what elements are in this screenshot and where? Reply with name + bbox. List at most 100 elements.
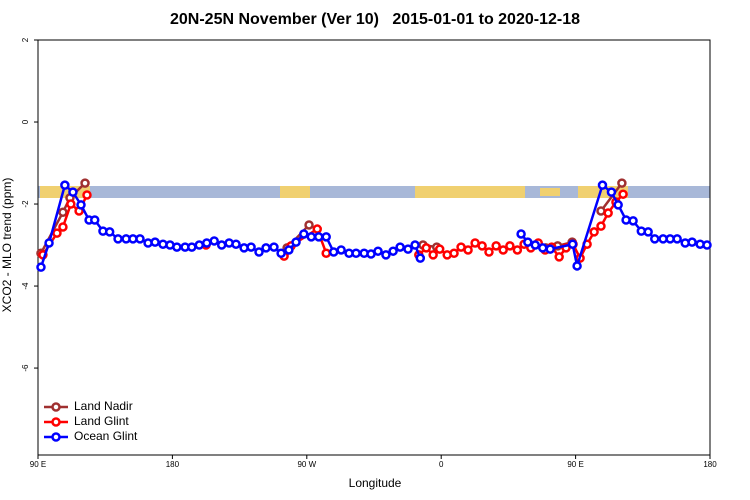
data-point xyxy=(537,243,548,253)
data-point xyxy=(373,246,383,256)
data-point xyxy=(351,248,361,258)
data-point xyxy=(36,262,46,272)
data-point xyxy=(284,245,294,255)
data-point xyxy=(336,245,346,255)
data-point xyxy=(449,248,459,258)
data-point xyxy=(545,244,555,254)
data-point xyxy=(304,220,314,230)
data-point xyxy=(194,240,205,250)
data-point xyxy=(498,245,508,255)
data-point xyxy=(672,234,682,244)
data-point xyxy=(505,241,515,251)
data-point xyxy=(209,236,219,246)
data-point xyxy=(484,247,494,257)
data-point xyxy=(477,241,487,251)
data-point xyxy=(589,227,599,237)
y-tick-label: -4 xyxy=(21,282,30,290)
data-point xyxy=(313,232,324,242)
data-point xyxy=(434,244,445,254)
data-point xyxy=(606,187,617,197)
data-point xyxy=(567,239,578,249)
data-point xyxy=(603,208,613,218)
data-point xyxy=(597,180,608,190)
x-tick-label: 90 E xyxy=(30,460,46,469)
data-point xyxy=(321,248,331,258)
data-point xyxy=(617,178,627,188)
data-point xyxy=(60,180,70,190)
data-point xyxy=(66,199,76,209)
data-point xyxy=(261,243,271,253)
data-point xyxy=(187,242,197,252)
data-point xyxy=(613,200,623,210)
data-point xyxy=(58,222,68,232)
data-point xyxy=(231,239,241,249)
data-point xyxy=(216,240,227,250)
x-tick-label: 90 W xyxy=(297,460,316,469)
data-point xyxy=(172,242,182,252)
data-point xyxy=(254,247,264,257)
y-tick-label: -6 xyxy=(21,364,30,372)
data-point xyxy=(395,242,405,252)
data-point xyxy=(201,238,212,248)
x-tick-label: 90 E xyxy=(567,460,583,469)
data-point xyxy=(150,237,160,247)
data-point xyxy=(530,240,541,250)
data-point xyxy=(628,216,638,226)
data-point xyxy=(410,240,420,250)
legend-label: Land Nadir xyxy=(74,399,133,413)
x-axis-label: Longitude xyxy=(349,476,402,490)
data-point xyxy=(68,187,78,197)
data-point xyxy=(104,227,115,237)
y-tick-label: 2 xyxy=(21,37,30,42)
legend-marker xyxy=(51,417,61,427)
data-point xyxy=(113,234,123,244)
chart-title: 20N-25N November (Ver 10) 2015-01-01 to … xyxy=(170,11,580,28)
data-point xyxy=(421,243,432,253)
legend-marker xyxy=(51,432,61,442)
map-strip xyxy=(38,186,710,198)
data-point xyxy=(312,224,323,234)
data-point xyxy=(80,178,90,188)
data-point xyxy=(618,189,628,199)
data-point xyxy=(291,237,301,247)
x-tick-label: 180 xyxy=(166,460,180,469)
legend-label: Ocean Glint xyxy=(74,429,138,443)
data-point xyxy=(643,227,653,237)
legend-label: Land Glint xyxy=(74,414,129,428)
data-point xyxy=(596,221,606,231)
x-tick-label: 0 xyxy=(439,460,444,469)
data-point xyxy=(328,247,339,257)
legend-marker xyxy=(51,402,61,412)
data-point xyxy=(52,228,62,238)
data-point xyxy=(381,250,391,260)
plot-frame xyxy=(37,39,711,456)
data-point xyxy=(554,252,564,262)
data-point xyxy=(388,246,398,256)
data-point xyxy=(269,242,279,252)
data-point xyxy=(687,237,697,247)
data-point xyxy=(82,190,92,200)
y-tick-label: -2 xyxy=(21,200,30,208)
data-point xyxy=(76,200,86,210)
x-tick-label: 180 xyxy=(703,460,717,469)
data-point xyxy=(403,244,413,254)
data-point xyxy=(299,229,309,239)
data-point xyxy=(135,234,145,244)
data-point xyxy=(58,207,68,217)
data-point xyxy=(523,237,533,247)
data-point xyxy=(572,261,582,271)
data-point xyxy=(516,229,526,239)
data-point xyxy=(649,234,660,244)
data-point xyxy=(276,248,286,258)
data-point xyxy=(512,245,523,255)
data-point xyxy=(491,241,501,251)
data-point xyxy=(89,215,100,225)
data-point xyxy=(306,232,317,242)
data-point xyxy=(321,232,331,242)
y-axis-label: XCO2 - MLO trend (ppm) xyxy=(0,178,14,313)
data-point xyxy=(428,250,438,260)
data-point xyxy=(415,253,426,263)
data-point xyxy=(463,245,473,255)
data-point xyxy=(246,242,256,252)
